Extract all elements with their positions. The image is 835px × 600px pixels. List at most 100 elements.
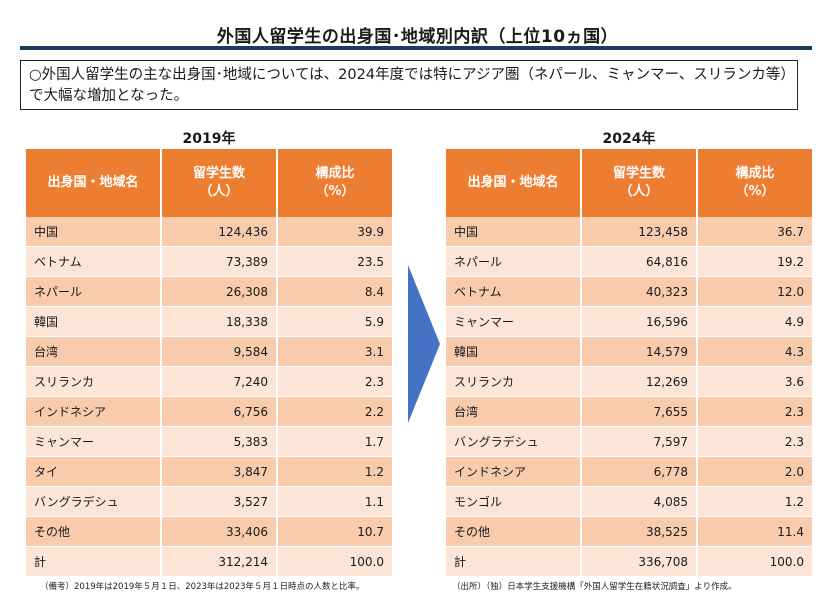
ratio-cell: 4.9 [697, 306, 812, 337]
country-cell: インドネシア [26, 396, 162, 427]
table-row: 中国 123,458 36.7 [446, 217, 812, 247]
count-cell: 3,847 [161, 456, 278, 487]
table-row: スリランカ 7,240 2.3 [26, 366, 392, 397]
year-label-2019: 2019年 [182, 131, 236, 147]
ratio-cell: 1.1 [277, 486, 392, 517]
country-cell: ミャンマー [446, 306, 582, 337]
table-header-row: 出身国・地域名 留学生数 （人） 構成比 （%） [26, 149, 392, 217]
ratio-cell: 10.7 [277, 516, 392, 547]
ratio-cell: 4.3 [697, 336, 812, 367]
table-row: 計 312,214 100.0 [26, 546, 392, 577]
country-cell: 韓国 [446, 336, 582, 367]
table-row: ネパール 64,816 19.2 [446, 246, 812, 277]
country-cell: その他 [446, 516, 582, 547]
table-2019: 出身国・地域名 留学生数 （人） 構成比 （%） 中国 124,436 39.9 ベトナム… [26, 149, 392, 577]
ratio-cell: 39.9 [277, 217, 392, 247]
country-cell: 中国 [446, 217, 582, 247]
count-cell: 14,579 [581, 336, 698, 367]
table-2024: 出身国・地域名 留学生数 （人） 構成比 （%） 中国 123,458 36.7 ネパール… [446, 149, 812, 577]
table-row: バングラデシュ 7,597 2.3 [446, 426, 812, 457]
country-cell: 計 [446, 546, 582, 577]
table-row: その他 33,406 10.7 [26, 516, 392, 547]
table-row: ミャンマー 16,596 4.9 [446, 306, 812, 337]
country-cell: その他 [26, 516, 162, 547]
table-row: ネパール 26,308 8.4 [26, 276, 392, 307]
country-cell: インドネシア [446, 456, 582, 487]
header-students: 留学生数 （人） [161, 149, 278, 217]
count-cell: 6,778 [581, 456, 698, 487]
ratio-cell: 11.4 [697, 516, 812, 547]
country-cell: スリランカ [446, 366, 582, 397]
header-ratio: 構成比 （%） [277, 149, 392, 217]
ratio-cell: 23.5 [277, 246, 392, 277]
count-cell: 64,816 [581, 246, 698, 277]
ratio-cell: 2.2 [277, 396, 392, 427]
count-cell: 12,269 [581, 366, 698, 397]
title-underline [20, 46, 812, 50]
table-row: 台湾 7,655 2.3 [446, 396, 812, 427]
table-row: 韓国 18,338 5.9 [26, 306, 392, 337]
page-title: 外国人留学生の出身国･地域別内訳（上位10ヵ国） [216, 27, 619, 47]
count-cell: 16,596 [581, 306, 698, 337]
table-row: タイ 3,847 1.2 [26, 456, 392, 487]
ratio-cell: 12.0 [697, 276, 812, 307]
header-country: 出身国・地域名 [26, 149, 162, 217]
footnote-source: （出所）（独）日本学生支援機構「外国人留学生在籍状況調査」より作成。 [452, 582, 737, 592]
country-cell: バングラデシュ [446, 426, 582, 457]
header-country: 出身国・地域名 [446, 149, 582, 217]
table-header-row: 出身国・地域名 留学生数 （人） 構成比 （%） [446, 149, 812, 217]
ratio-cell: 2.3 [277, 366, 392, 397]
count-cell: 33,406 [161, 516, 278, 547]
table-row: モンゴル 4,085 1.2 [446, 486, 812, 517]
ratio-cell: 1.2 [277, 456, 392, 487]
ratio-cell: 1.2 [697, 486, 812, 517]
header-ratio: 構成比 （%） [697, 149, 812, 217]
count-cell: 124,436 [161, 217, 278, 247]
count-cell: 336,708 [581, 546, 698, 577]
year-label-2024: 2024年 [602, 131, 656, 147]
count-cell: 123,458 [581, 217, 698, 247]
country-cell: 台湾 [446, 396, 582, 427]
country-cell: 中国 [26, 217, 162, 247]
ratio-cell: 100.0 [697, 546, 812, 577]
footnote-notes: （備考）2019年は2019年５月１日、2023年は2023年５月１日時点の人数… [40, 582, 365, 592]
ratio-cell: 100.0 [277, 546, 392, 577]
ratio-cell: 2.3 [697, 396, 812, 427]
table-row: スリランカ 12,269 3.6 [446, 366, 812, 397]
ratio-cell: 1.7 [277, 426, 392, 457]
country-cell: 計 [26, 546, 162, 577]
country-cell: ミャンマー [26, 426, 162, 457]
count-cell: 18,338 [161, 306, 278, 337]
ratio-cell: 2.0 [697, 456, 812, 487]
ratio-cell: 5.9 [277, 306, 392, 337]
right-arrow-icon [408, 265, 440, 423]
count-cell: 38,525 [581, 516, 698, 547]
count-cell: 9,584 [161, 336, 278, 367]
count-cell: 7,655 [581, 396, 698, 427]
country-cell: ベトナム [26, 246, 162, 277]
count-cell: 40,323 [581, 276, 698, 307]
country-cell: タイ [26, 456, 162, 487]
ratio-cell: 8.4 [277, 276, 392, 307]
count-cell: 5,383 [161, 426, 278, 457]
count-cell: 73,389 [161, 246, 278, 277]
table-row: 韓国 14,579 4.3 [446, 336, 812, 367]
country-cell: バングラデシュ [26, 486, 162, 517]
count-cell: 7,597 [581, 426, 698, 457]
country-cell: ベトナム [446, 276, 582, 307]
count-cell: 7,240 [161, 366, 278, 397]
count-cell: 4,085 [581, 486, 698, 517]
ratio-cell: 19.2 [697, 246, 812, 277]
country-cell: スリランカ [26, 366, 162, 397]
ratio-cell: 36.7 [697, 217, 812, 247]
table-row: 中国 124,436 39.9 [26, 217, 392, 247]
table-row: インドネシア 6,778 2.0 [446, 456, 812, 487]
table-row: 計 336,708 100.0 [446, 546, 812, 577]
header-students: 留学生数 （人） [581, 149, 698, 217]
country-cell: ネパール [26, 276, 162, 307]
country-cell: ネパール [446, 246, 582, 277]
count-cell: 26,308 [161, 276, 278, 307]
table-row: 台湾 9,584 3.1 [26, 336, 392, 367]
count-cell: 312,214 [161, 546, 278, 577]
summary-box: ○外国人留学生の主な出身国･地域については、2024年度では特にアジア圏（ネパー… [20, 60, 798, 110]
